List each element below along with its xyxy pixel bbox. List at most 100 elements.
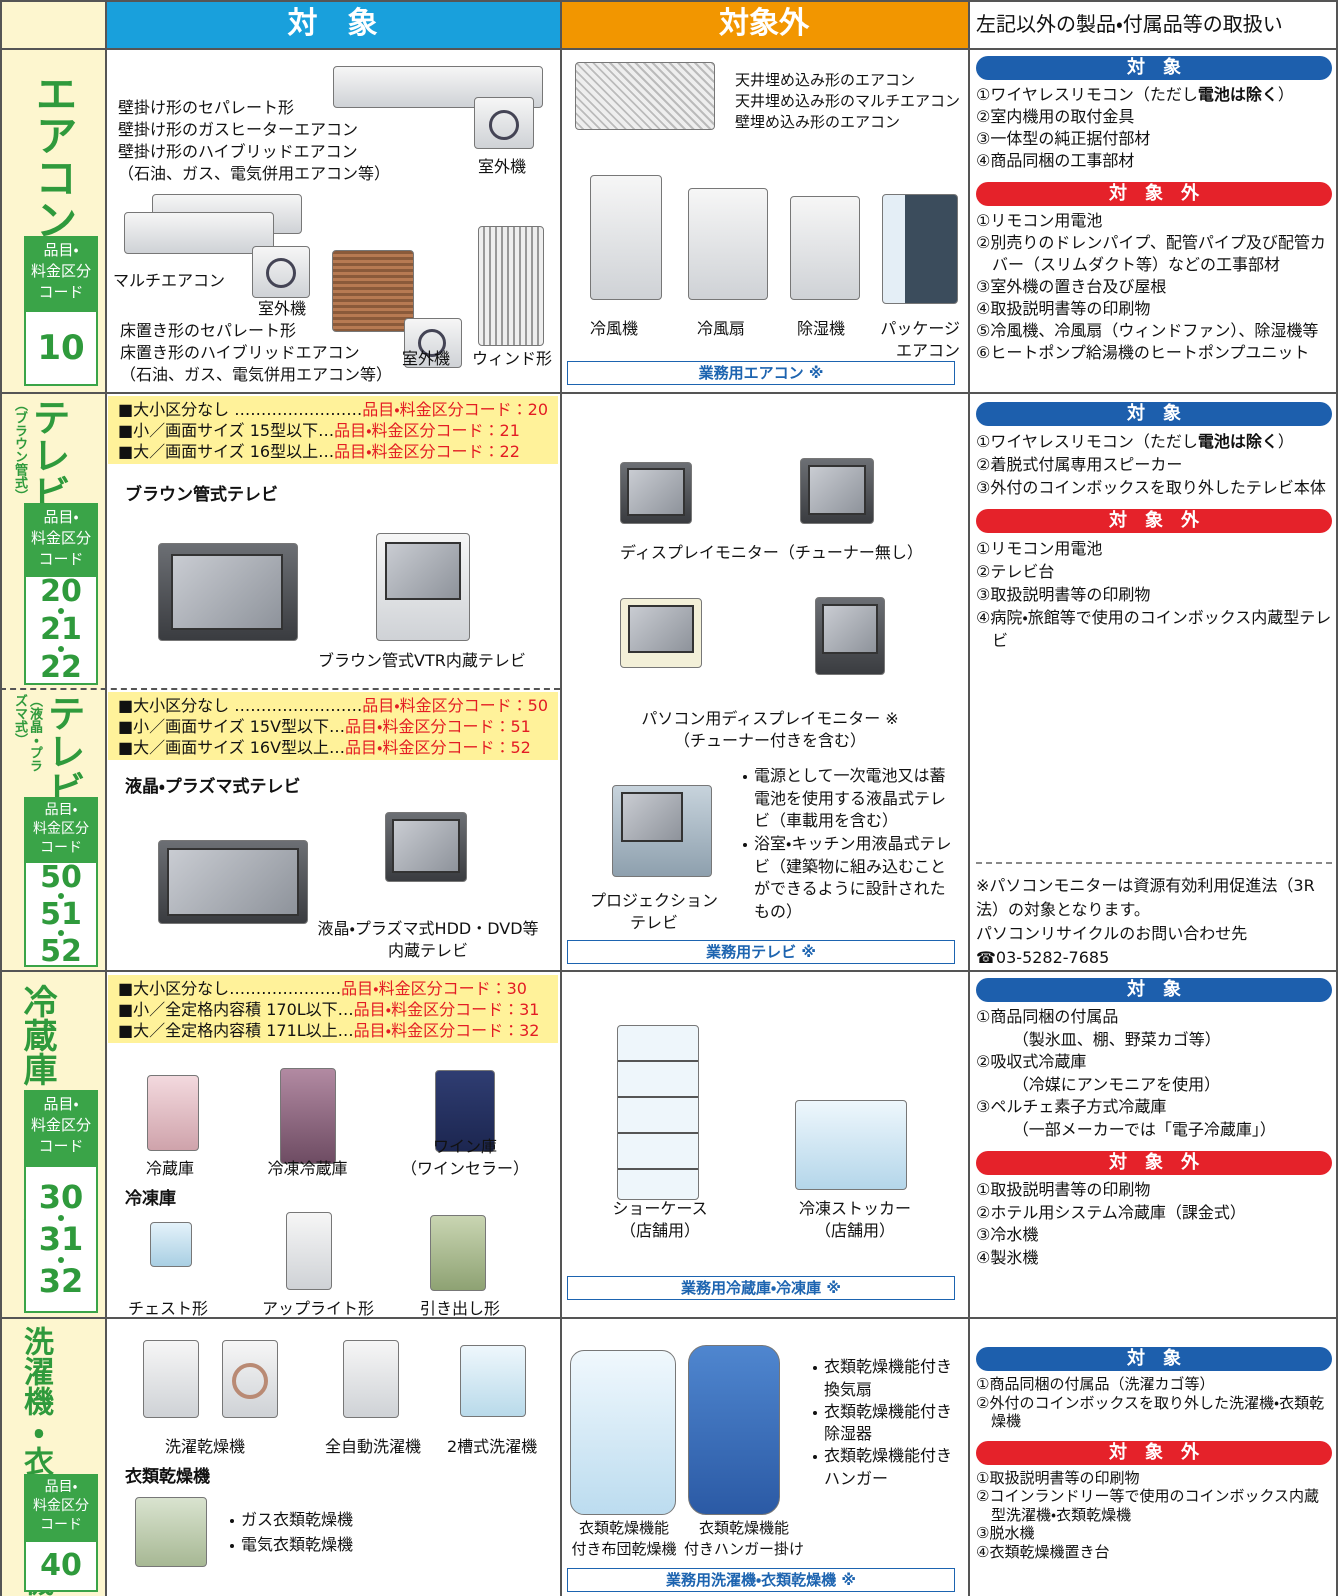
- product-image: [460, 1345, 526, 1417]
- code-number: 30: [38, 1178, 84, 1216]
- bullet-dot: [230, 1543, 234, 1548]
- note-line: パソコンリサイクルのお問い合わせ先: [976, 924, 1248, 943]
- code-label: 品目・ 料金区分 コード: [24, 797, 98, 861]
- list-item: ①商品同梱の付属品: [976, 1006, 1332, 1029]
- border: [0, 688, 560, 690]
- border: [0, 0, 1338, 2]
- category-name: エアコン: [29, 72, 78, 240]
- label: 衣類乾燥機能 付きハンガー掛け: [682, 1518, 806, 1560]
- category-name: テレビ: [26, 398, 70, 512]
- list-item: ①取扱説明書等の印刷物: [976, 1180, 1151, 1199]
- note-line: ☎03-5282-7685: [976, 948, 1110, 967]
- note-line: ※パソコンモニターは資源有効利用促進法（3R法）の対象となります。: [976, 876, 1315, 919]
- label: ウィンド形: [472, 349, 553, 368]
- text-line: （店舗用）: [619, 1221, 700, 1240]
- product-image: [882, 194, 958, 304]
- business-label: 業務用冷蔵庫・冷凍庫 ※: [567, 1276, 955, 1300]
- list-item: ①ワイヤレスリモコン（ただし電池は除く）: [976, 430, 1332, 453]
- bullet-dot: [813, 1410, 817, 1415]
- border: [0, 392, 1338, 394]
- label: パッケージエアコン: [870, 318, 960, 362]
- label: 冷凍ストッカー （店舗用）: [780, 1198, 930, 1242]
- text-line: パッケージ: [880, 319, 960, 338]
- size-box: ■大小区分なし ……………………品目・料金区分コード：50 ■小／画面サイズ 15…: [108, 692, 558, 760]
- bullet-item: 衣類乾燥機能付き換気扇: [808, 1356, 963, 1401]
- product-image: [343, 1340, 399, 1418]
- size-label: ■大小区分なし ……………………: [118, 400, 363, 419]
- screen: [385, 542, 461, 600]
- size-code: 品目・料金区分コード：51: [345, 717, 531, 736]
- text-line: ワイン庫: [432, 1137, 497, 1156]
- size-row: ■大小区分なし ……………………品目・料金区分コード：50: [118, 695, 558, 716]
- text-block: 壁掛け形のセパレート形 壁掛け形のガスヒーターエアコン 壁掛け形のハイブリッドエアコ…: [118, 97, 390, 185]
- size-box: ■大小区分なし…………………品目・料金区分コード：30 ■小／全定格内容積 170…: [108, 975, 558, 1043]
- category-sub: （液晶・プラズマ式）: [12, 694, 42, 772]
- list-item: ②外付のコインボックスを取り外した洗濯機・衣類乾燥機: [976, 1393, 1325, 1431]
- border: [560, 0, 562, 1596]
- list-item: ①商品同梱の付属品（洗濯カゴ等）: [976, 1375, 1215, 1393]
- list-item: ②別売りのドレンパイプ、配管パイプ及び配管カバー（スリムダクト等）などの工事部材: [976, 233, 1326, 274]
- non-target-heading: 対 象 外: [976, 509, 1332, 533]
- item-text: ②吸収式冷蔵庫: [976, 1052, 1087, 1071]
- code-number: 40: [40, 1548, 82, 1583]
- door: [232, 1363, 268, 1399]
- product-image: [800, 458, 874, 524]
- code-label-line: 品目・: [43, 1095, 79, 1113]
- product-image: [158, 543, 298, 641]
- bullet-dot: [230, 1519, 234, 1523]
- item-note: （製氷皿、棚、野菜カゴ等）: [1012, 1029, 1221, 1049]
- code-separator: [58, 1215, 64, 1221]
- label: 2槽式洗濯機: [447, 1437, 538, 1456]
- label: 室外機: [258, 299, 307, 318]
- sub-heading: 冷凍庫: [125, 1189, 176, 1209]
- label: アップライト形: [262, 1299, 375, 1318]
- label: ディスプレイモニター（チューナー無し）: [620, 543, 923, 562]
- screen: [627, 468, 685, 516]
- header-non-target: 対象外: [560, 0, 968, 48]
- border: [0, 970, 1338, 972]
- target-heading: 対 象: [976, 56, 1332, 80]
- code-box: 10: [24, 310, 98, 386]
- border: [0, 48, 1338, 50]
- text-line: 冷凍ストッカー: [798, 1199, 911, 1218]
- size-code: 品目・料金区分コード：21: [334, 421, 520, 440]
- text-line: 壁掛け形のセパレート形: [118, 98, 295, 117]
- item-note: （一部メーカーでは「電子冷蔵庫」）: [1012, 1119, 1276, 1139]
- code-number: 51: [40, 896, 82, 932]
- label: パソコン用ディスプレイモニター ※ （チューナー付きを含む）: [600, 708, 940, 752]
- product-image: [590, 175, 662, 300]
- product-image: [474, 97, 534, 149]
- text-line: エアコン: [895, 341, 960, 360]
- item-text: ①ワイヤレスリモコン（ただし: [976, 85, 1198, 104]
- list-item: ②吸収式冷蔵庫: [976, 1051, 1332, 1074]
- text-line: 壁掛け形のハイブリッドエアコン: [118, 142, 358, 161]
- sub-heading: 液晶・プラズマ式テレビ: [125, 777, 301, 797]
- code-label-line: 料金区分: [30, 1116, 91, 1134]
- label: 冷凍冷蔵庫: [267, 1159, 348, 1178]
- text-line: 床置き形のハイブリッドエアコン: [120, 343, 360, 362]
- size-box: ■大小区分なし ……………………品目・料金区分コード：20 ■小／画面サイズ 15…: [108, 396, 558, 464]
- label: プロジェクション テレビ: [584, 890, 724, 934]
- bullet-dot: [813, 1455, 817, 1459]
- code-label-line: 品目・: [44, 802, 78, 818]
- list-item: ③室外機の置き台及び屋根: [976, 277, 1167, 296]
- fan: [266, 258, 296, 288]
- item-text: ）: [1277, 85, 1294, 104]
- item-text: ③ペルチェ素子方式冷蔵庫: [976, 1097, 1167, 1116]
- size-code: 品目・料金区分コード：30: [341, 979, 527, 998]
- list-item: ③脱水機: [976, 1524, 1035, 1542]
- size-row: ■大／画面サイズ 16型以上…品目・料金区分コード：22: [118, 441, 558, 462]
- label: 衣類乾燥機能 付き布団乾燥機: [562, 1518, 686, 1560]
- bullet-item: 衣類乾燥機能付き除湿器: [808, 1401, 963, 1446]
- code-label: 品目・ 料金区分 コード: [24, 1090, 98, 1165]
- business-label: 業務用エアコン ※: [567, 361, 955, 385]
- size-row: ■小／画面サイズ 15V型以下…品目・料金区分コード：51: [118, 716, 558, 737]
- label: 洗濯乾燥機: [165, 1437, 246, 1456]
- size-label: ■小／画面サイズ 15型以下…: [118, 421, 335, 440]
- text-line: 壁埋め込み形のエアコン: [735, 113, 901, 131]
- size-code: 品目・料金区分コード：31: [353, 1000, 540, 1019]
- list-item: ②室内機用の取付金具: [976, 107, 1135, 126]
- code-box: 50 51 52: [24, 861, 98, 967]
- size-row: ■小／全定格内容積 170L以下…品目・料金区分コード：31: [118, 999, 558, 1020]
